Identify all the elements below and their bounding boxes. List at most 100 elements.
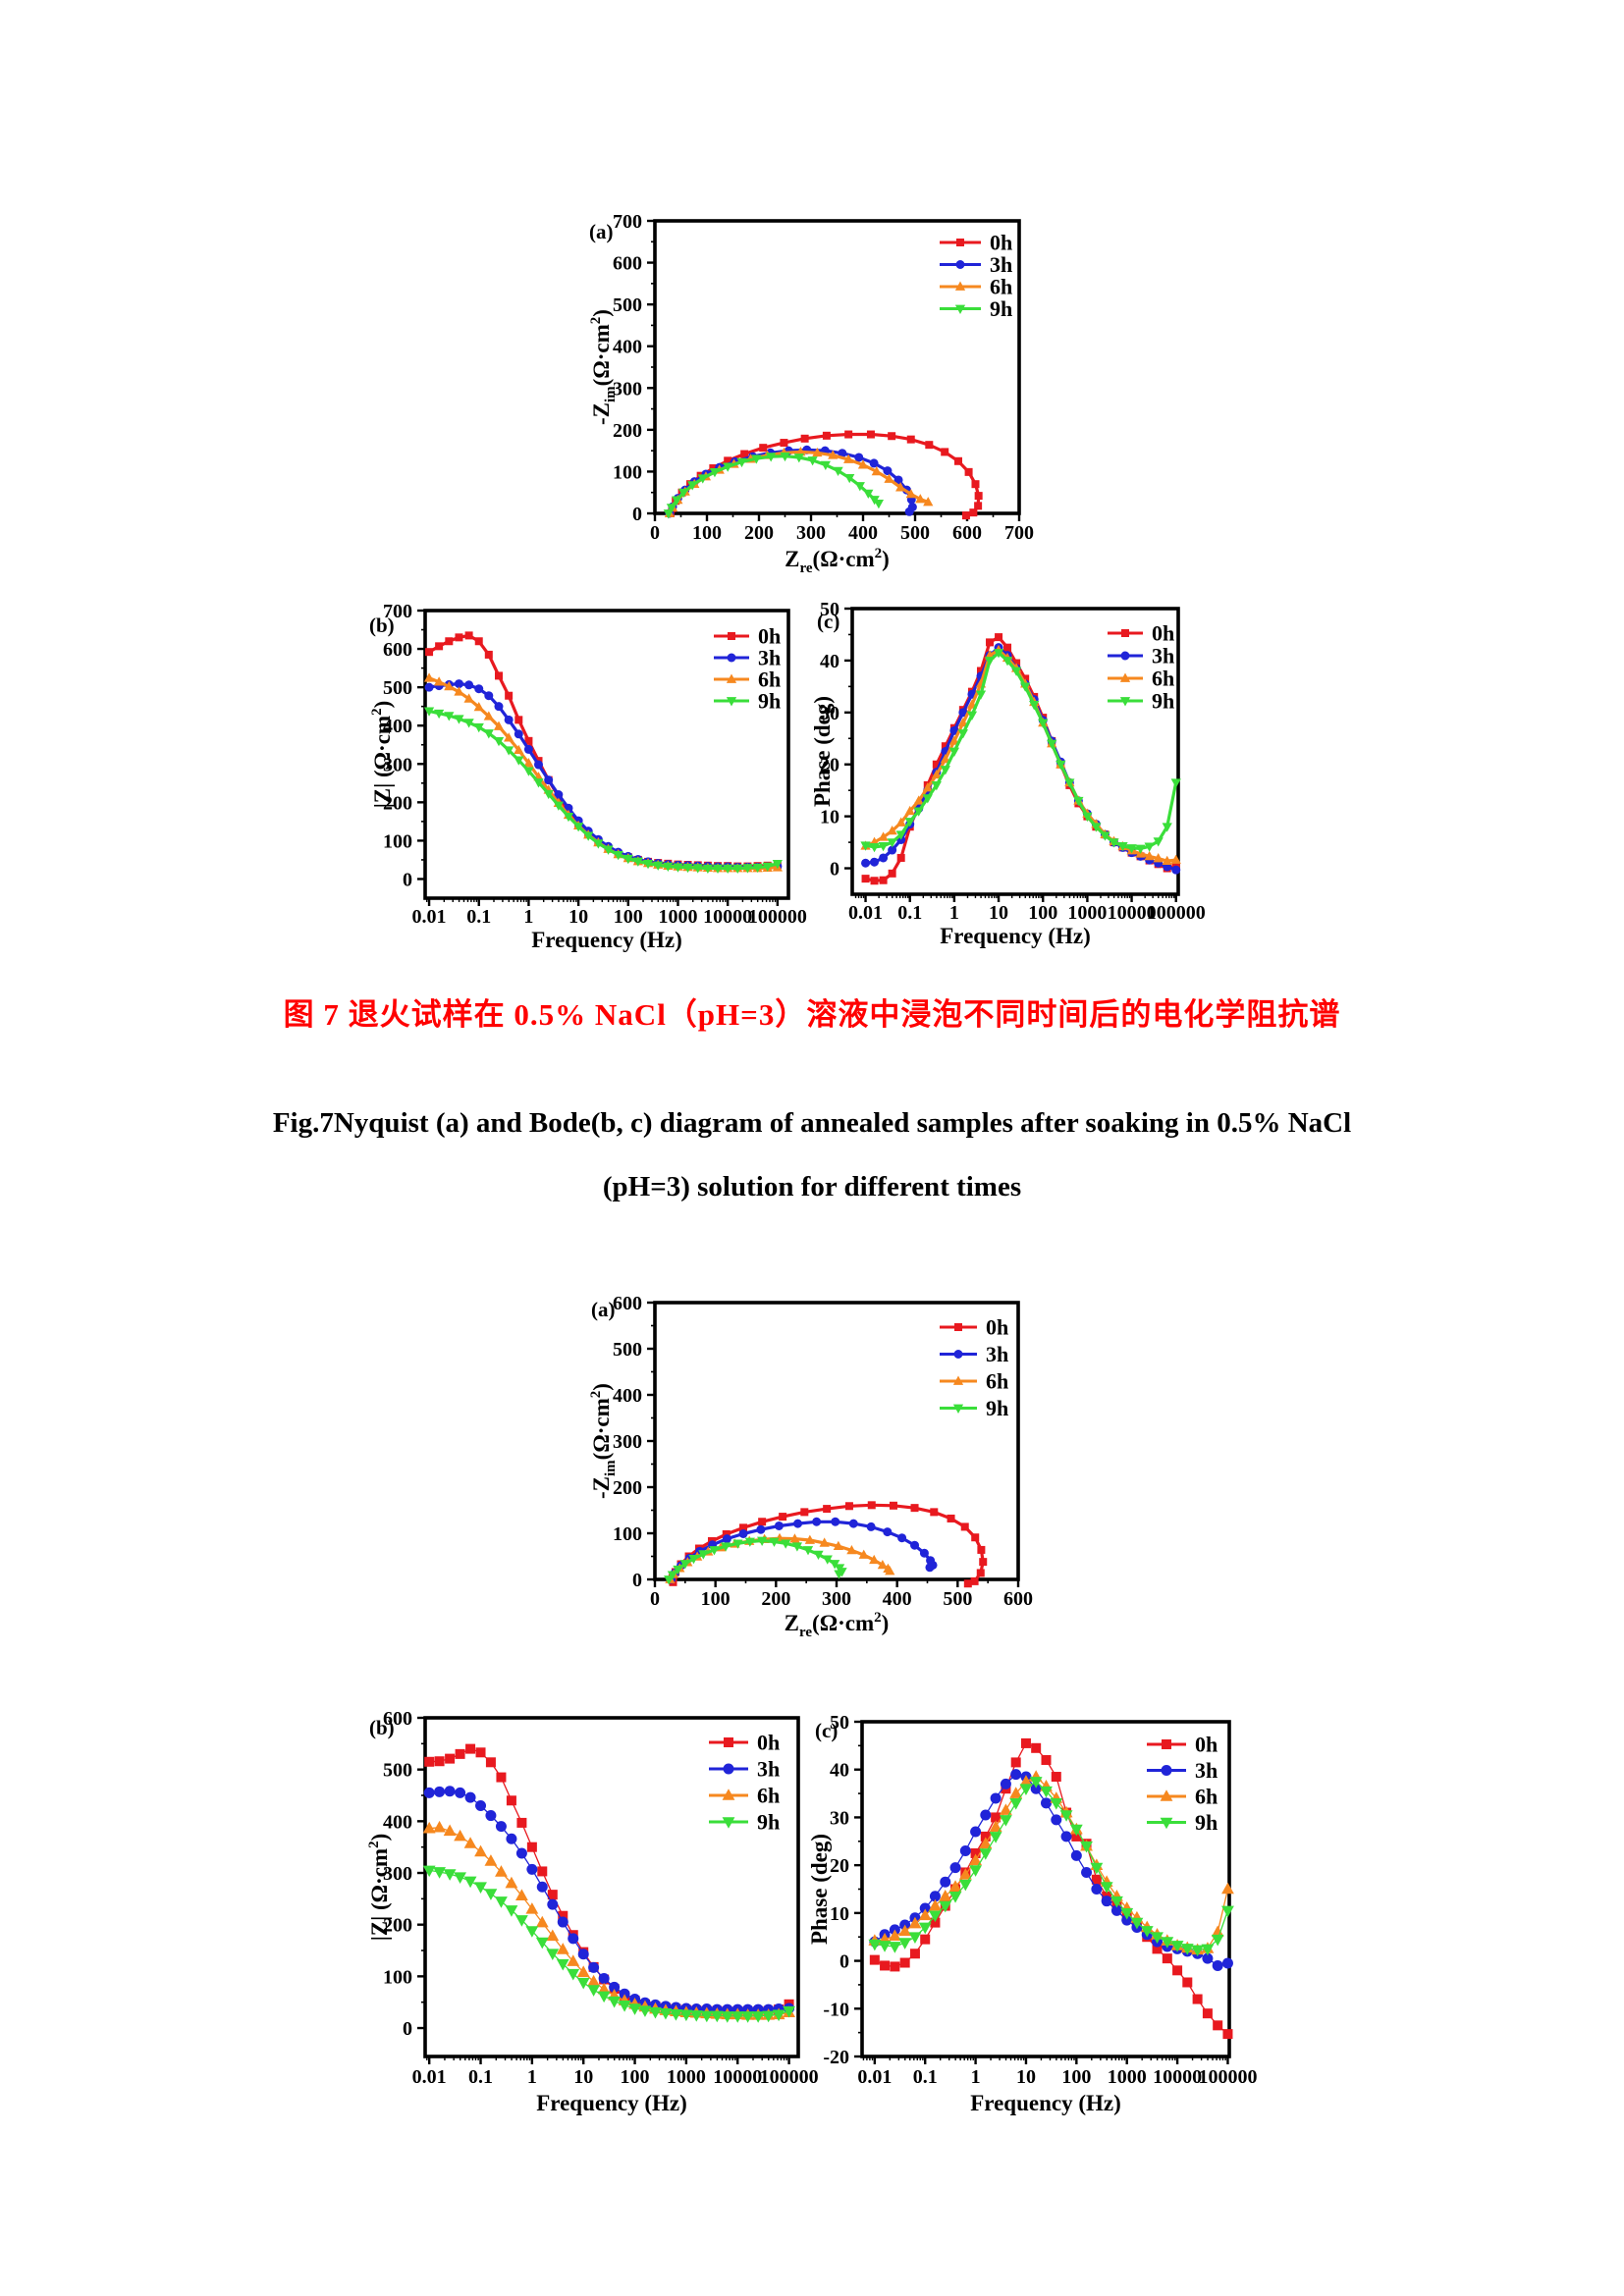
- svg-text:400: 400: [613, 337, 642, 358]
- legend-label-0h: 0h: [990, 231, 1012, 255]
- tick-labels: 0 100 200 300 400 500 600 700 0 100 200 300 400 500 60…: [613, 211, 1034, 544]
- svg-text:0.01: 0.01: [412, 2066, 447, 2088]
- svg-text:1: 1: [971, 2066, 981, 2088]
- svg-text:300: 300: [383, 1863, 412, 1885]
- legend-label-9h: 9h: [990, 296, 1012, 321]
- svg-text:1000: 1000: [658, 906, 697, 928]
- svg-text:Phase (deg): Phase (deg): [810, 696, 835, 807]
- tick-labels: -20 -10 0 10 20 30 40 50 0.01 0.1 1 10 100 1000 100001…: [823, 1712, 1257, 2088]
- svg-text:Frequency (Hz): Frequency (Hz): [536, 2091, 687, 2115]
- svg-text:700: 700: [1004, 522, 1034, 544]
- series-6h-markers: [665, 1532, 895, 1583]
- svg-text:0: 0: [650, 522, 660, 544]
- svg-text:200: 200: [383, 792, 412, 814]
- svg-text:200: 200: [613, 420, 642, 442]
- svg-text:100: 100: [614, 906, 643, 928]
- svg-text:1: 1: [949, 902, 959, 924]
- svg-text:400: 400: [613, 1385, 642, 1407]
- svg-text:200: 200: [613, 1477, 642, 1499]
- legend-label-9h: 9h: [757, 1810, 780, 1835]
- caption-chinese: 图 7 退火试样在 0.5% NaCl（pH=3）溶液中浸泡不同时间后的电化学阻…: [283, 997, 1341, 1032]
- svg-text:1: 1: [523, 906, 533, 928]
- svg-text:1000: 1000: [667, 2066, 706, 2088]
- svg-text:Frequency (Hz): Frequency (Hz): [531, 928, 682, 952]
- svg-text:100: 100: [613, 461, 642, 483]
- svg-text:600: 600: [1003, 1588, 1033, 1610]
- svg-text:Frequency (Hz): Frequency (Hz): [940, 924, 1091, 948]
- svg-text:400: 400: [883, 1588, 912, 1610]
- svg-text:100: 100: [613, 1523, 642, 1545]
- svg-text:300: 300: [613, 378, 642, 400]
- series-0h-markers: [424, 1743, 794, 2017]
- svg-text:0.1: 0.1: [466, 906, 491, 928]
- legend-label-3h: 3h: [986, 1342, 1008, 1366]
- plot-frame: [850, 607, 1180, 896]
- svg-text:400: 400: [848, 522, 878, 544]
- svg-text:300: 300: [613, 1431, 642, 1453]
- legend-label-6h: 6h: [1152, 667, 1174, 691]
- svg-text:10000: 10000: [703, 906, 752, 928]
- series-9h-markers: [423, 707, 783, 874]
- svg-text:200: 200: [744, 522, 774, 544]
- svg-text:10: 10: [830, 1903, 849, 1925]
- svg-text:0: 0: [839, 1951, 849, 1973]
- svg-text:Frequency (Hz): Frequency (Hz): [970, 2091, 1121, 2115]
- svg-text:500: 500: [900, 522, 930, 544]
- series-0h-markers: [869, 1737, 1233, 2040]
- svg-text:0.01: 0.01: [412, 906, 447, 928]
- tick-labels: 0 100 200 300 400 500 600 0 100 200 300 400 500 600: [613, 1293, 1033, 1610]
- svg-text:600: 600: [952, 522, 982, 544]
- svg-text:-10: -10: [823, 1999, 849, 2020]
- series-0h-line: [427, 633, 780, 869]
- legend-label-3h: 3h: [1152, 644, 1174, 668]
- legend-label-0h: 0h: [757, 1731, 780, 1755]
- legend-label-3h: 3h: [990, 252, 1012, 277]
- legend-label-6h: 6h: [758, 667, 781, 692]
- plot-frame: [423, 1716, 800, 2058]
- svg-text:0: 0: [830, 859, 839, 881]
- svg-text:0.1: 0.1: [913, 2066, 938, 2088]
- legend-label-0h: 0h: [1152, 621, 1174, 646]
- legend-label-0h: 0h: [1195, 1733, 1218, 1757]
- svg-text:500: 500: [943, 1588, 972, 1610]
- svg-text:500: 500: [613, 294, 642, 316]
- svg-text:50: 50: [830, 1712, 849, 1734]
- legend-label-6h: 6h: [986, 1369, 1008, 1394]
- tick-labels: 0 100 200 300 400 500 600 0.01 0.1 1 10 100 1000 1000…: [383, 1708, 819, 2088]
- svg-text:Zre(Ω·cm2): Zre(Ω·cm2): [785, 1610, 890, 1640]
- svg-text:0: 0: [650, 1588, 660, 1610]
- legend-label-3h: 3h: [1195, 1758, 1218, 1783]
- svg-text:10: 10: [1016, 2066, 1036, 2088]
- svg-text:600: 600: [383, 639, 412, 661]
- series-6h-markers: [422, 1820, 795, 2020]
- series-9h-markers: [664, 1536, 847, 1585]
- svg-text:50: 50: [820, 599, 839, 620]
- caption-english-line1: Fig.7Nyquist (a) and Bode(b, c) diagram …: [272, 1107, 1352, 1139]
- svg-text:700: 700: [613, 211, 642, 233]
- svg-text:100: 100: [1028, 902, 1057, 924]
- svg-text:100: 100: [383, 830, 412, 852]
- svg-text:10: 10: [989, 902, 1008, 924]
- series-9h-line: [428, 1869, 790, 2017]
- svg-text:10: 10: [573, 2066, 593, 2088]
- svg-text:500: 500: [383, 677, 412, 699]
- svg-text:200: 200: [761, 1588, 790, 1610]
- svg-text:-Zim(Ω·cm2): -Zim(Ω·cm2): [588, 1383, 619, 1499]
- svg-text:0: 0: [403, 2018, 412, 2040]
- svg-text:0.01: 0.01: [848, 902, 883, 924]
- series-9h-markers: [860, 649, 1181, 854]
- panel-label: (b): [369, 1716, 395, 1739]
- svg-text:700: 700: [383, 601, 412, 622]
- panel-label: (a): [589, 220, 614, 243]
- svg-text:100000: 100000: [1198, 2066, 1257, 2088]
- svg-text:10000: 10000: [1108, 902, 1157, 924]
- panel-label: (c): [817, 610, 839, 633]
- chart-bodeZ-bottom: 0 100 200 300 400 500 600 0.01 0.1 1 10 100 1000 1000…: [366, 1708, 819, 2115]
- svg-text:Zre(Ω·cm2): Zre(Ω·cm2): [785, 546, 890, 576]
- chart-bodeZ-top: 0 100 200 300 400 500 600 700 0.01 0.1 1 10 100 1000 1…: [369, 601, 807, 952]
- svg-text:|Z| (Ω·cm2): |Z| (Ω·cm2): [369, 701, 395, 809]
